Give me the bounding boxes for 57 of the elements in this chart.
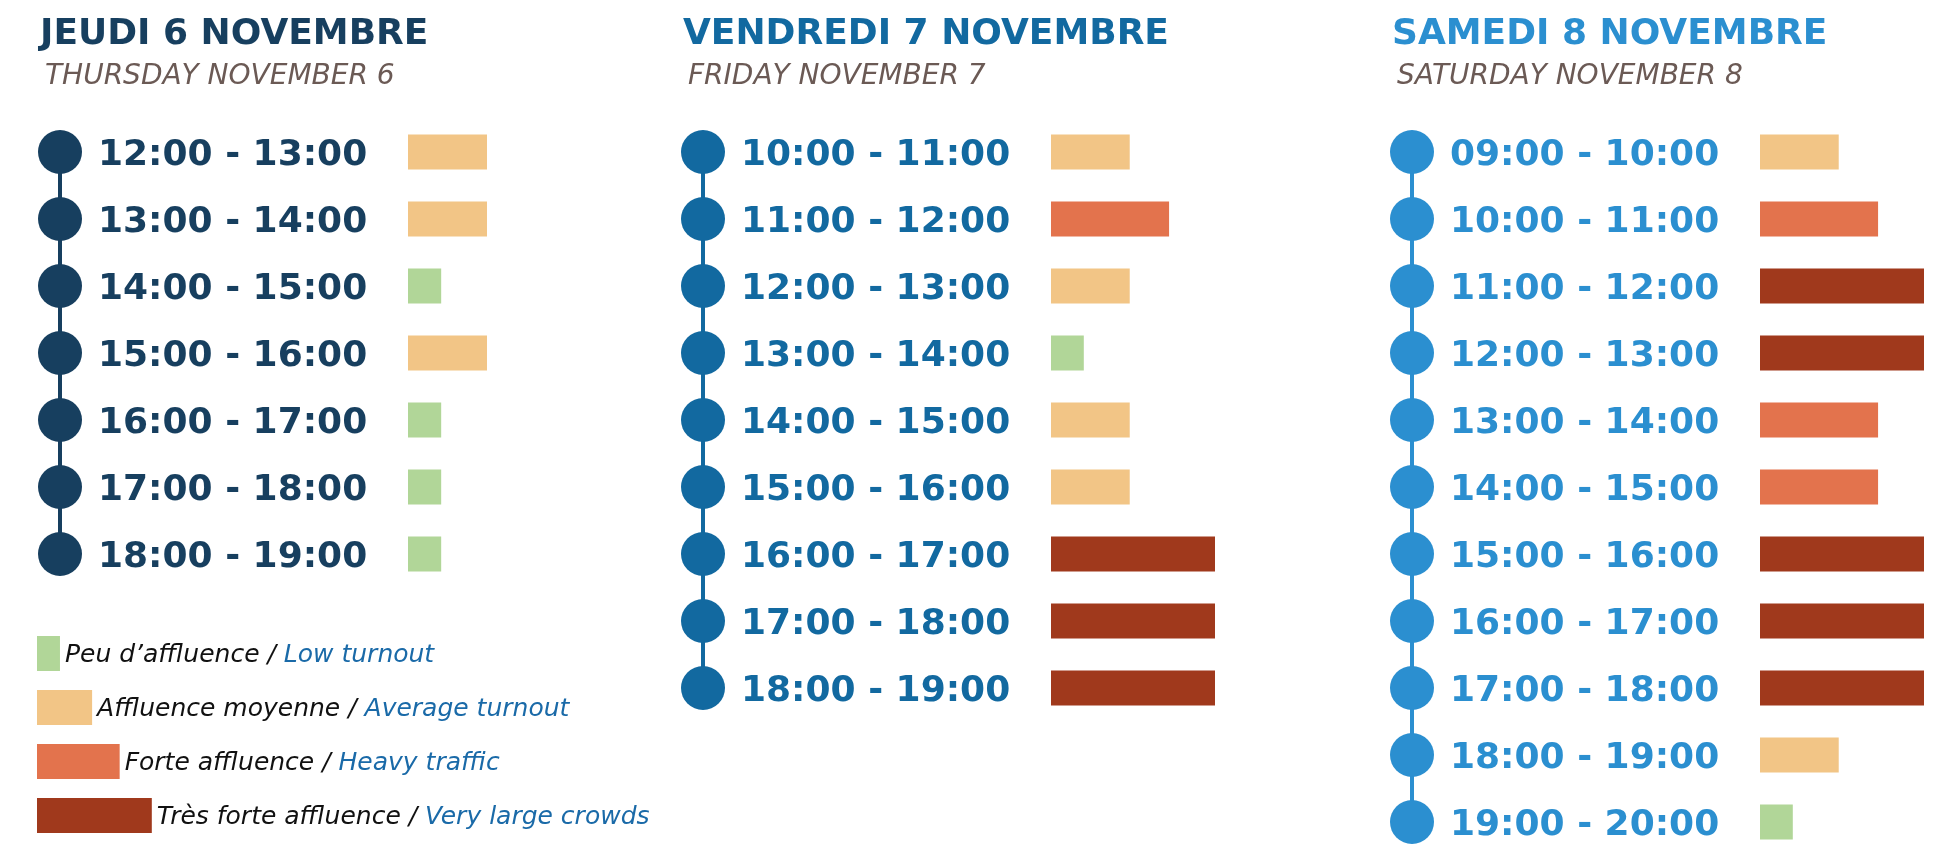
bar — [1760, 268, 1924, 304]
y-tick-label: 15:00 - 16:00 — [1450, 533, 1720, 575]
y-tick-label: 14:00 - 15:00 — [98, 265, 368, 307]
bar — [1760, 201, 1879, 237]
y-tick-label: 12:00 - 13:00 — [1450, 332, 1720, 374]
y-tick-label: 13:00 - 14:00 — [741, 332, 1011, 374]
y-tick-label: 17:00 - 18:00 — [741, 600, 1011, 642]
bar — [1760, 335, 1924, 371]
bar — [1051, 134, 1130, 170]
y-tick-label: 15:00 - 16:00 — [741, 466, 1011, 508]
y-tick-label: 16:00 - 17:00 — [98, 399, 368, 441]
y-tick-label: 10:00 - 11:00 — [1450, 198, 1720, 240]
chart-subtitle: THURSDAY NOVEMBER 6 — [45, 58, 395, 91]
bar — [1051, 335, 1084, 371]
y-tick-label: 11:00 - 12:00 — [741, 198, 1011, 240]
bar — [1760, 469, 1879, 505]
chart-title: JEUDI 6 NOVEMBRE — [37, 11, 429, 52]
bar — [1760, 670, 1924, 706]
bar — [1760, 737, 1839, 773]
bar — [1760, 603, 1924, 639]
y-tick-label: 13:00 - 14:00 — [98, 198, 368, 240]
bar — [1051, 536, 1215, 572]
chart-title: VENDREDI 7 NOVEMBRE — [683, 11, 1169, 52]
y-tick-label: 12:00 - 13:00 — [98, 131, 368, 173]
y-tick-label: 12:00 - 13:00 — [741, 265, 1011, 307]
y-tick-label: 18:00 - 19:00 — [98, 533, 368, 575]
y-tick-label: 14:00 - 15:00 — [1450, 466, 1720, 508]
bar — [1051, 402, 1130, 438]
y-tick-label: 18:00 - 19:00 — [1450, 734, 1720, 776]
legend-label: Peu d’affluence / Low turnout — [64, 639, 436, 668]
bar — [1760, 134, 1839, 170]
bar — [1051, 670, 1215, 706]
y-tick-label: 18:00 - 19:00 — [741, 667, 1011, 709]
y-tick-label: 17:00 - 18:00 — [1450, 667, 1720, 709]
bar — [1051, 201, 1170, 237]
legend-label: Affluence moyenne / Average turnout — [95, 693, 571, 722]
y-tick-label: 17:00 - 18:00 — [98, 466, 368, 508]
bar — [1051, 268, 1130, 304]
chart-subtitle: SATURDAY NOVEMBER 8 — [1397, 58, 1743, 91]
chart-title: SAMEDI 8 NOVEMBRE — [1392, 11, 1828, 52]
y-tick-label: 11:00 - 12:00 — [1450, 265, 1720, 307]
chart-subtitle: FRIDAY NOVEMBER 7 — [688, 58, 986, 91]
legend-label: Forte affluence / Heavy traffic — [124, 747, 500, 776]
y-tick-label: 16:00 - 17:00 — [741, 533, 1011, 575]
bar — [1051, 469, 1130, 505]
y-tick-label: 19:00 - 20:00 — [1450, 801, 1720, 843]
y-tick-label: 15:00 - 16:00 — [98, 332, 368, 374]
bar — [1760, 804, 1793, 840]
legend-label: Très forte affluence / Very large crowds — [156, 801, 650, 830]
bar — [1051, 603, 1215, 639]
y-tick-label: 10:00 - 11:00 — [741, 131, 1011, 173]
y-tick-label: 14:00 - 15:00 — [741, 399, 1011, 441]
bar — [1760, 536, 1924, 572]
bar — [1760, 402, 1879, 438]
y-tick-label: 13:00 - 14:00 — [1450, 399, 1720, 441]
y-tick-label: 16:00 - 17:00 — [1450, 600, 1720, 642]
y-tick-label: 09:00 - 10:00 — [1450, 131, 1720, 173]
